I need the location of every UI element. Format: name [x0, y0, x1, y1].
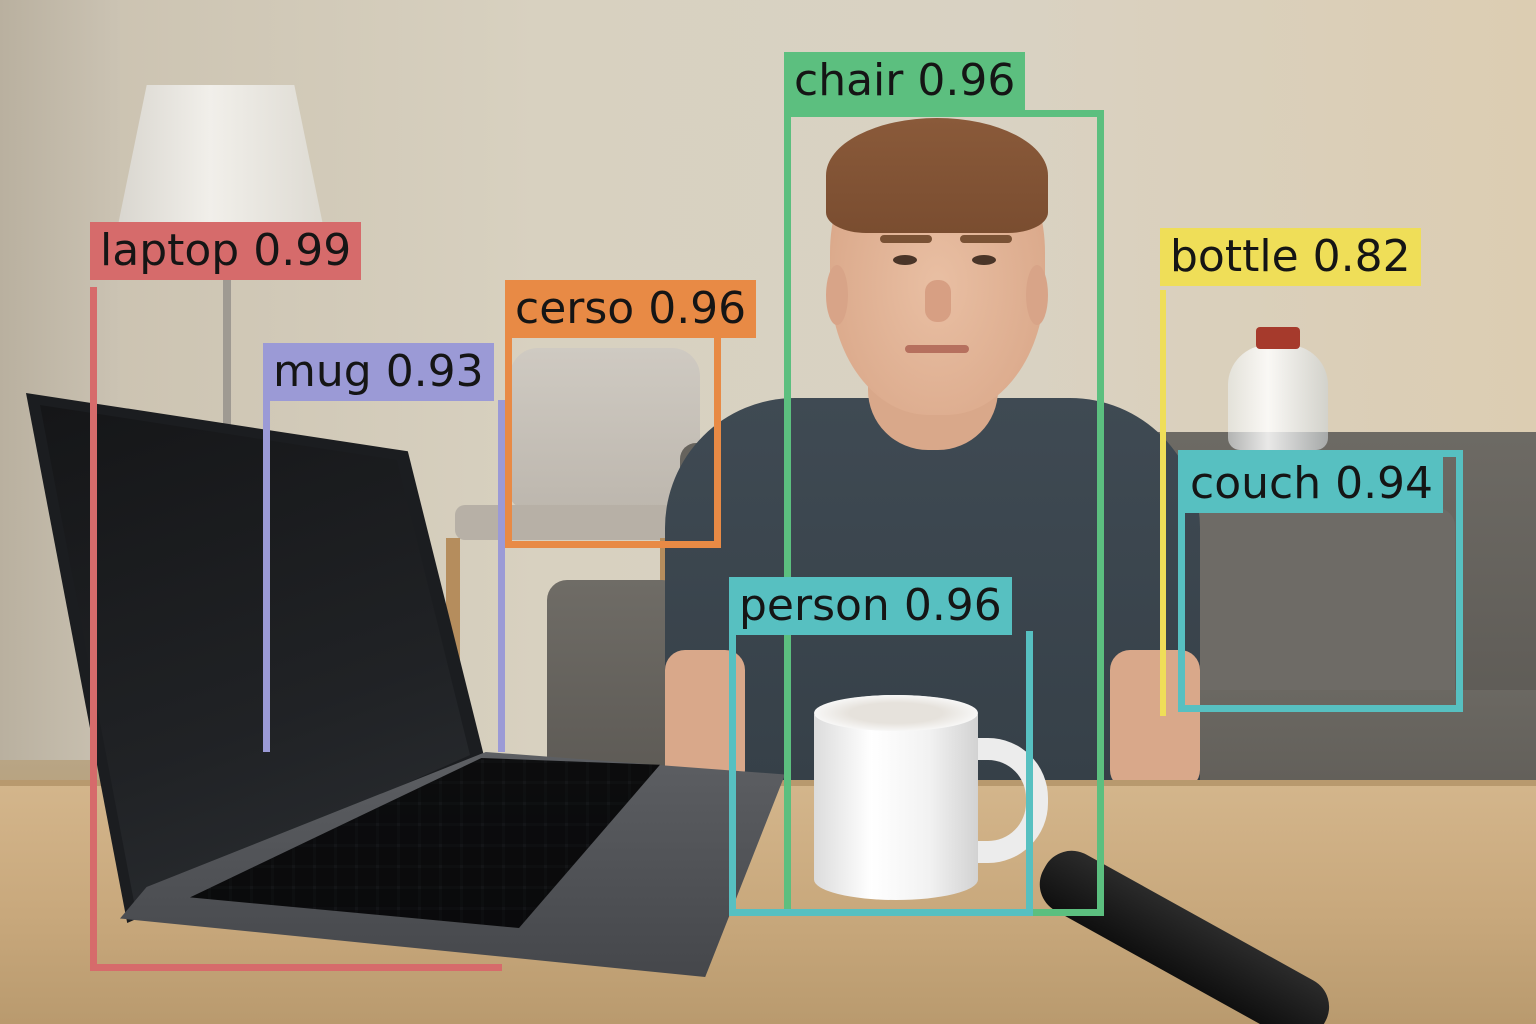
confidence-score: 0.96	[648, 283, 747, 334]
bounding-box	[729, 631, 1033, 916]
class-name: laptop	[100, 225, 240, 276]
detection-label: mug 0.93	[263, 343, 494, 401]
confidence-score: 0.94	[1335, 458, 1434, 509]
class-name: mug	[273, 346, 372, 397]
person-nose	[925, 280, 951, 322]
person-brow	[960, 235, 1012, 243]
mug-rim	[814, 695, 978, 731]
class-name: couch	[1190, 458, 1322, 509]
person-mouth	[905, 345, 969, 353]
person-ear	[826, 265, 848, 325]
bottle	[1228, 345, 1328, 450]
class-name: chair	[794, 55, 904, 106]
bottle-cap	[1256, 327, 1300, 349]
bounding-box	[505, 338, 721, 548]
detection-label: cerso 0.96	[505, 280, 757, 338]
confidence-score: 0.99	[253, 225, 352, 276]
confidence-score: 0.96	[903, 580, 1002, 631]
class-name: cerso	[515, 283, 635, 334]
bounding-box	[90, 287, 502, 971]
person-hair	[826, 118, 1048, 233]
lamp-pole	[223, 225, 231, 425]
detection-label: chair 0.96	[784, 52, 1026, 110]
person-eye	[893, 255, 917, 265]
chair-back	[510, 348, 700, 508]
bounding-box	[1160, 290, 1166, 716]
confidence-score: 0.96	[917, 55, 1016, 106]
class-name: bottle	[1170, 231, 1299, 282]
class-name: person	[739, 580, 890, 631]
couch-cushion	[1185, 508, 1455, 708]
person-arm	[1110, 650, 1200, 790]
bounding-box	[1178, 450, 1463, 712]
confidence-score: 0.82	[1312, 231, 1411, 282]
confidence-score: 0.93	[385, 346, 484, 397]
person-eye	[972, 255, 996, 265]
couch-arm	[547, 580, 682, 780]
detection-label: bottle 0.82	[1160, 228, 1421, 286]
detection-label: person 0.96	[729, 577, 1012, 635]
detection-label: laptop 0.99	[90, 222, 362, 280]
person-ear	[1026, 265, 1048, 325]
person-brow	[880, 235, 932, 243]
detection-label: couch 0.94	[1180, 455, 1444, 513]
lamp-shade	[118, 85, 323, 225]
bounding-box	[263, 400, 505, 752]
